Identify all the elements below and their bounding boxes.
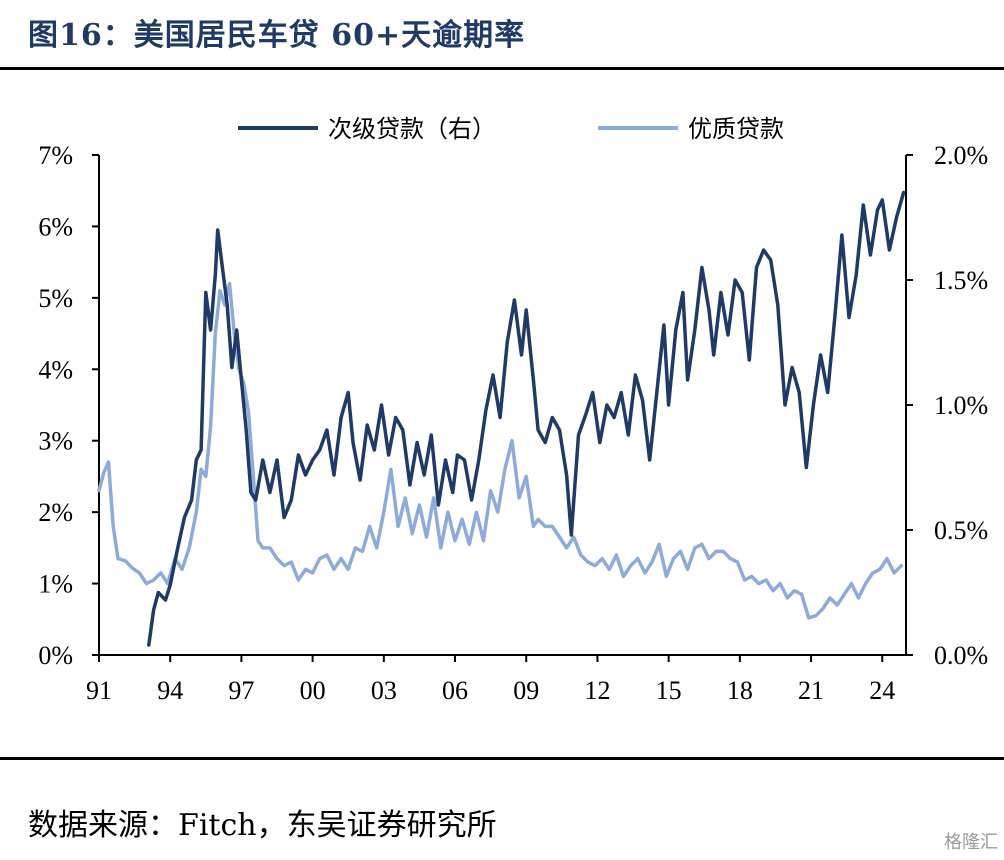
y-right-tick-label: 0.5% [934, 516, 988, 545]
bottom-divider [0, 757, 1004, 760]
x-tick-label: 24 [869, 676, 895, 705]
top-divider [0, 67, 1004, 70]
y-right-tick-label: 1.0% [934, 391, 988, 420]
watermark-logo: 格隆汇 [944, 832, 998, 853]
y-left-tick-label: 7% [38, 141, 73, 170]
legend-prime-label: 优质贷款 [688, 115, 784, 143]
y-right-tick-label: 0.0% [934, 641, 988, 670]
y-right-tick-label: 2.0% [934, 141, 988, 170]
chart-series [97, 190, 906, 647]
x-tick-label: 97 [228, 676, 254, 705]
series-line-prime [97, 281, 904, 620]
x-tick-label: 03 [371, 676, 397, 705]
data-source-note: 数据来源：Fitch，东吴证券研究所 [28, 808, 497, 843]
delinquency-line-chart: 0% 1% 2% 3% 4% 5% 6% 7% 0.0% 0.5% 1.0% 1.5% 2.0% 91 94… [38, 115, 988, 705]
y-left-tick-label: 2% [38, 498, 73, 527]
y-left-tick-label: 5% [38, 284, 73, 313]
x-tick-label: 91 [86, 676, 112, 705]
x-tick-label: 21 [798, 676, 824, 705]
y-left-tick-label: 3% [38, 427, 73, 456]
x-tick-label: 06 [442, 676, 468, 705]
y-left-tick-label: 1% [38, 570, 73, 599]
x-tick-label: 94 [157, 676, 183, 705]
x-tick-label: 09 [513, 676, 539, 705]
y-right-tick-label: 1.5% [934, 266, 988, 295]
y-left-tick-label: 0% [38, 641, 73, 670]
y-left-tick-label: 6% [38, 212, 73, 241]
x-tick-label: 12 [584, 676, 610, 705]
legend-subprime-label: 次级贷款（右） [328, 115, 496, 143]
x-tick-label: 15 [656, 676, 682, 705]
x-tick-label: 00 [300, 676, 326, 705]
chart-legend: 次级贷款（右） 优质贷款 [238, 115, 784, 143]
chart-axes: 0% 1% 2% 3% 4% 5% 6% 7% 0.0% 0.5% 1.0% 1.5% 2.0% 91 94… [38, 141, 988, 705]
y-left-tick-label: 4% [38, 355, 73, 384]
page-title: 图16：美国居民车贷 60+天逾期率 [28, 18, 526, 53]
series-line-subprime [147, 190, 906, 647]
x-tick-label: 18 [727, 676, 753, 705]
